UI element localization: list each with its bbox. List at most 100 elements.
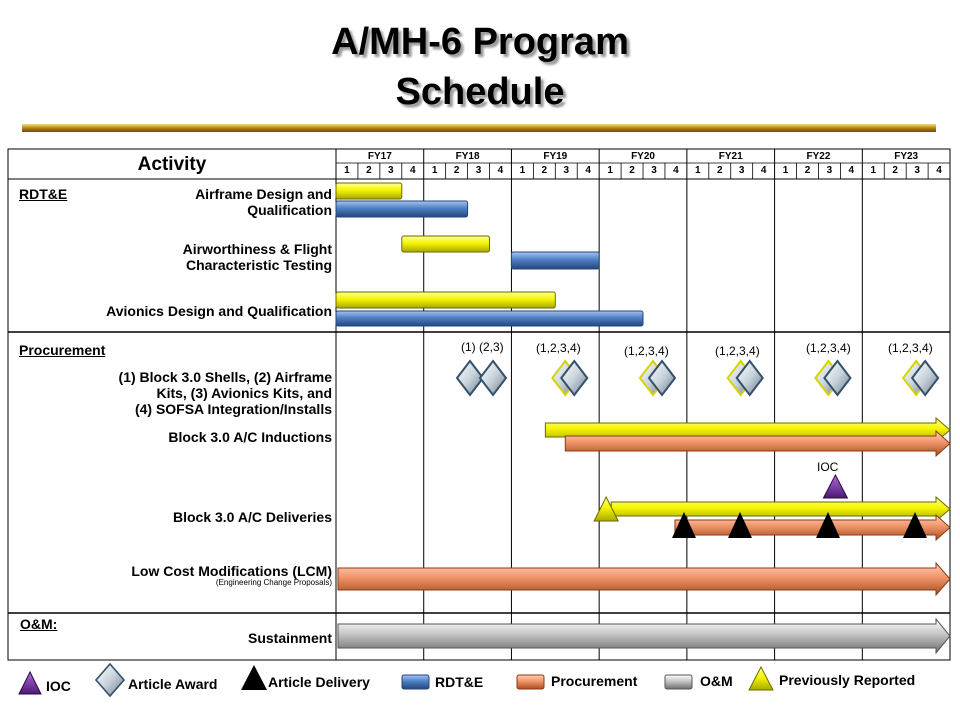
legend-om-label: O&M bbox=[700, 673, 733, 689]
quarter-label: 4 bbox=[585, 165, 591, 176]
schedule-grid bbox=[7, 148, 951, 661]
rdte-activity-bar bbox=[510, 251, 600, 270]
legend-previously-reported-icon bbox=[748, 665, 774, 691]
rdte-activity-bar bbox=[335, 182, 403, 200]
quarter-label: 3 bbox=[651, 165, 657, 176]
rdte-activity-bar bbox=[335, 310, 644, 327]
article-award-marker bbox=[735, 359, 764, 397]
award-label-fy23: (1,2,3,4) bbox=[888, 341, 933, 355]
fy-label: FY19 bbox=[543, 151, 568, 162]
section-procurement: Procurement bbox=[19, 342, 106, 358]
article-delivery-marker bbox=[728, 512, 752, 538]
quarter-label: 4 bbox=[936, 165, 942, 176]
quarter-label: 4 bbox=[673, 165, 679, 176]
quarter-label: 2 bbox=[453, 165, 460, 176]
quarter-label: 4 bbox=[848, 165, 855, 176]
title-rule bbox=[22, 124, 936, 132]
rdte-activity-bar bbox=[401, 235, 491, 253]
quarter-label: 2 bbox=[716, 165, 723, 176]
activity-header: Activity bbox=[137, 154, 207, 175]
activity-lcm-subtitle: (Engineering Change Proposals) bbox=[215, 578, 332, 587]
previously-reported-marker bbox=[593, 495, 619, 522]
legend-article-award-icon bbox=[94, 662, 126, 698]
article-award-marker bbox=[647, 359, 677, 397]
legend-om-swatch bbox=[664, 674, 693, 690]
quarter-label: 4 bbox=[497, 165, 504, 176]
article-award-marker bbox=[560, 359, 589, 397]
legend-procurement-swatch bbox=[516, 674, 545, 690]
schedule-markers bbox=[455, 359, 940, 538]
activity-deliveries: Block 3.0 A/C Deliveries bbox=[172, 509, 332, 525]
page-title: A/MH-6 Program bbox=[331, 21, 629, 63]
quarter-label: 3 bbox=[563, 165, 570, 176]
quarter-label: 2 bbox=[804, 165, 811, 176]
activity-airworthiness-line2: Characteristic Testing bbox=[185, 257, 332, 273]
section-om: O&M: bbox=[20, 616, 58, 632]
fy-label: FY20 bbox=[631, 151, 655, 162]
activity-block-line1: (1) Block 3.0 Shells, (2) Airframe bbox=[118, 369, 332, 385]
quarter-label: 1 bbox=[607, 165, 613, 176]
quarter-label: 1 bbox=[344, 165, 350, 176]
activity-airframe-line2: Qualification bbox=[247, 202, 332, 218]
activity-sustainment: Sustainment bbox=[247, 630, 332, 646]
procurement-activity-bar bbox=[337, 561, 951, 597]
om-activity-bar bbox=[337, 617, 951, 655]
article-award-marker bbox=[910, 359, 940, 397]
activity-airframe-line1: Airframe Design and bbox=[195, 186, 332, 202]
quarter-label: 1 bbox=[519, 165, 526, 176]
quarter-label: 1 bbox=[431, 165, 438, 176]
quarter-label: 2 bbox=[629, 165, 635, 176]
article-delivery-marker bbox=[672, 512, 696, 538]
procurement-activity-bar bbox=[610, 495, 951, 523]
quarter-label: 4 bbox=[409, 165, 416, 176]
schedule-bars bbox=[335, 182, 951, 655]
quarter-label: 2 bbox=[366, 165, 372, 176]
fy-label: FY21 bbox=[718, 151, 743, 162]
quarter-label: 2 bbox=[892, 165, 898, 176]
award-label-fy20: (1,2,3,4) bbox=[624, 344, 669, 358]
activity-airworthiness-line1: Airworthiness & Flight bbox=[182, 241, 332, 257]
legend-previously-reported-label: Previously Reported bbox=[779, 672, 916, 688]
legend-ioc-label: IOC bbox=[46, 678, 71, 694]
activity-lcm: Low Cost Modifications (LCM) bbox=[131, 563, 332, 579]
legend-rdte-swatch bbox=[401, 674, 430, 690]
article-delivery-marker bbox=[903, 512, 927, 538]
quarter-label: 1 bbox=[695, 165, 701, 176]
activity-airworthiness: Airworthiness & Flight Characteristic Te… bbox=[183, 241, 332, 273]
section-rdte: RDT&E bbox=[19, 186, 68, 202]
quarter-dividers bbox=[357, 163, 929, 179]
rdte-activity-bar bbox=[335, 291, 556, 309]
quarter-label: 3 bbox=[826, 165, 833, 176]
legend-article-award-label: Article Award bbox=[128, 676, 218, 692]
activity-airframe: Airframe Design and Qualification bbox=[195, 186, 332, 218]
fy-label: FY22 bbox=[806, 151, 831, 162]
award-label-fy21: (1,2,3,4) bbox=[715, 344, 760, 358]
quarter-label: 3 bbox=[914, 165, 920, 176]
procurement-activity-bar bbox=[564, 429, 951, 458]
fy-label: FY23 bbox=[894, 151, 919, 162]
quarter-label: 3 bbox=[738, 165, 745, 176]
activity-block-line2: Kits, (3) Avionics Kits, and bbox=[156, 385, 332, 401]
ioc-label: IOC bbox=[817, 460, 839, 474]
quarter-label: 3 bbox=[388, 165, 394, 176]
activity-block-line3: (4) SOFSA Integration/Installs bbox=[134, 401, 332, 417]
quarter-label: 4 bbox=[760, 165, 767, 176]
article-award-marker bbox=[455, 359, 485, 397]
award-label-fy22: (1,2,3,4) bbox=[806, 341, 851, 355]
award-label-fy19: (1,2,3,4) bbox=[536, 341, 581, 355]
legend-article-delivery-label: Article Delivery bbox=[268, 674, 370, 690]
quarter-label: 1 bbox=[782, 165, 789, 176]
article-delivery-marker bbox=[816, 512, 840, 538]
fy-label: FY18 bbox=[455, 151, 480, 162]
quarter-label: 2 bbox=[541, 165, 548, 176]
quarter-label: 3 bbox=[475, 165, 482, 176]
article-award-marker bbox=[478, 359, 508, 397]
quarter-label: 1 bbox=[870, 165, 877, 176]
legend-icons bbox=[18, 662, 774, 698]
legend-procurement-label: Procurement bbox=[551, 673, 638, 689]
activity-inductions: Block 3.0 A/C Inductions bbox=[168, 429, 332, 445]
legend-rdte-label: RDT&E bbox=[435, 674, 484, 690]
article-award-marker bbox=[823, 359, 852, 397]
activity-block-components: (1) Block 3.0 Shells, (2) Airframe Kits,… bbox=[119, 369, 332, 417]
